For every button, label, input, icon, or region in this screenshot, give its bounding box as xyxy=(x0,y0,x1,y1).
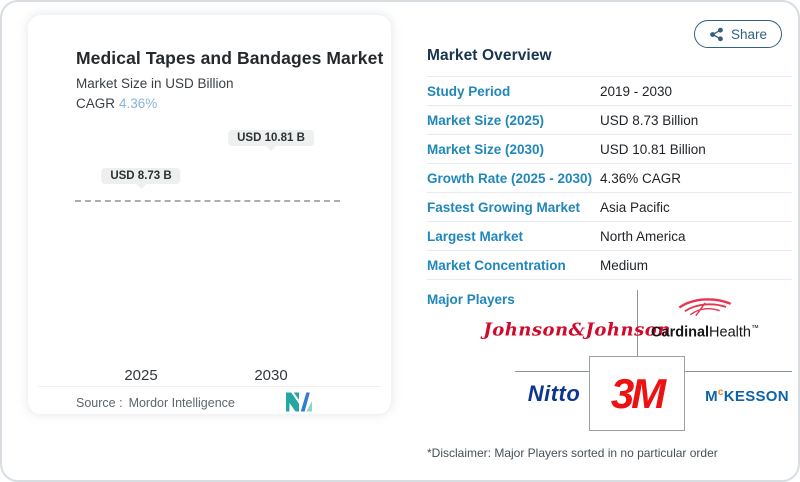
mckesson-logo: McKESSON xyxy=(705,387,789,405)
overview-row-market-concentration: Market Concentration Medium xyxy=(427,251,792,280)
row-label: Market Size (2025) xyxy=(427,112,545,128)
overview-row-largest-market: Largest Market North America xyxy=(427,222,792,251)
row-label: Largest Market xyxy=(427,228,524,244)
overview-row-market-size-2025: Market Size (2025) USD 8.73 Billion xyxy=(427,106,792,135)
source-label: Source : xyxy=(76,396,123,410)
row-value: Asia Pacific xyxy=(600,199,670,215)
row-label: Market Size (2030) xyxy=(427,141,545,157)
bar-value-badge-2030: USD 10.81 B xyxy=(228,130,314,146)
chart-cagr: CAGR 4.36% xyxy=(76,96,383,111)
mordor-intelligence-logo xyxy=(286,392,312,412)
overview-row-growth-rate: Growth Rate (2025 - 2030) 4.36% CAGR xyxy=(427,164,792,193)
row-value: 4.36% CAGR xyxy=(600,170,682,186)
row-label: Study Period xyxy=(427,83,511,99)
overview-row-study-period: Study Period 2019 - 2030 xyxy=(427,77,792,106)
row-value: Medium xyxy=(600,257,649,273)
3m-logo: 3M xyxy=(610,369,666,417)
chart-card: Medical Tapes and Bandages Market Market… xyxy=(27,14,392,415)
cagr-value: 4.36% xyxy=(119,96,158,111)
cardinal-health-bird-icon xyxy=(678,298,732,317)
cardinal-health-logo: CardinalHealth™ xyxy=(651,296,759,341)
row-value: 2019 - 2030 xyxy=(600,83,673,99)
row-label: Growth Rate (2025 - 2030) xyxy=(427,170,593,186)
source-attribution: Source : Mordor Intelligence xyxy=(76,396,235,410)
overview-row-fastest-growing-market: Fastest Growing Market Asia Pacific xyxy=(427,193,792,222)
chart-subtitle: Market Size in USD Billion xyxy=(76,76,234,91)
bar-value-badge-2025: USD 8.73 B xyxy=(101,168,181,184)
overview-row-market-size-2030: Market Size (2030) USD 10.81 Billion xyxy=(427,135,792,164)
row-value: USD 10.81 Billion xyxy=(600,141,706,157)
x-axis-label-2025: 2025 xyxy=(124,367,158,384)
chart-title: Medical Tapes and Bandages Market xyxy=(76,48,384,68)
overview-heading: Market Overview xyxy=(427,47,792,77)
market-overview-panel: Market Overview Study Period 2019 - 2030… xyxy=(427,47,792,460)
major-players-label: Major Players xyxy=(427,292,515,307)
share-icon xyxy=(710,27,723,41)
bar-column-2025: USD 8.73 B xyxy=(101,168,181,359)
bar-column-2030: USD 10.81 B xyxy=(228,130,314,359)
source-divider xyxy=(38,386,381,387)
chart-header: Medical Tapes and Bandages Market Market… xyxy=(76,48,383,111)
disclaimer-text: *Disclaimer: Major Players sorted in no … xyxy=(427,446,718,460)
cagr-label: CAGR xyxy=(76,96,116,111)
row-label: Market Concentration xyxy=(427,257,566,273)
reference-dashed-line xyxy=(75,200,340,202)
source-value: Mordor Intelligence xyxy=(128,396,235,410)
row-value: North America xyxy=(600,228,686,244)
major-players-grid: Major Players Johnson&Johnson CardinalHe… xyxy=(427,288,792,438)
3m-logo-box: 3M xyxy=(589,356,685,431)
players-vertical-divider xyxy=(637,290,638,356)
row-value: USD 8.73 Billion xyxy=(600,112,699,128)
share-button[interactable]: Share xyxy=(694,20,782,48)
row-label: Fastest Growing Market xyxy=(427,199,581,215)
johnson-and-johnson-logo: Johnson&Johnson xyxy=(483,319,671,341)
nitto-logo: Nitto xyxy=(527,381,581,406)
share-button-label: Share xyxy=(730,26,768,42)
cardinal-health-wordmark: CardinalHealth™ xyxy=(651,323,759,341)
x-axis-label-2030: 2030 xyxy=(254,367,288,384)
